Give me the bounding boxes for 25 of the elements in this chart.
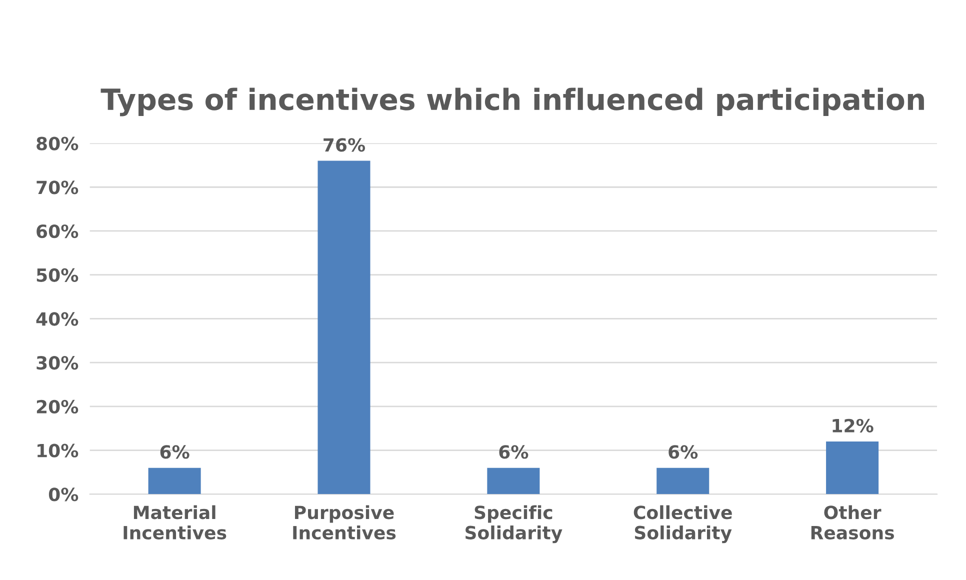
bar <box>826 442 879 494</box>
bar <box>148 468 201 494</box>
data-label: 6% <box>160 445 190 459</box>
y-tick-label: 60% <box>36 224 78 238</box>
bar <box>318 160 370 494</box>
y-tick-label: 20% <box>36 400 78 414</box>
y-tick-label: 80% <box>36 136 78 150</box>
chart-title: Types of incentives which influenced participation <box>100 88 924 116</box>
y-tick-label: 70% <box>36 180 78 194</box>
x-tick-label: Collective Solidarity <box>634 505 732 544</box>
data-label: 6% <box>668 445 698 459</box>
y-tick-label: 50% <box>36 268 78 282</box>
data-label: 76% <box>324 138 366 152</box>
y-tick-label: 0% <box>48 488 78 502</box>
x-tick-label: Material Incentives <box>124 505 226 540</box>
bar <box>656 468 710 494</box>
x-tick-label: Other Reasons <box>811 505 894 540</box>
y-tick-label: 10% <box>38 444 78 458</box>
data-label: 12% <box>832 418 874 432</box>
x-tick-label: Purposive Incentives <box>293 505 396 540</box>
data-label: 6% <box>499 445 528 459</box>
bar <box>487 468 540 494</box>
y-tick-label: 40% <box>36 312 78 326</box>
x-tick-label: Specific Solidarity <box>466 505 562 544</box>
y-tick-label: 30% <box>36 356 78 370</box>
